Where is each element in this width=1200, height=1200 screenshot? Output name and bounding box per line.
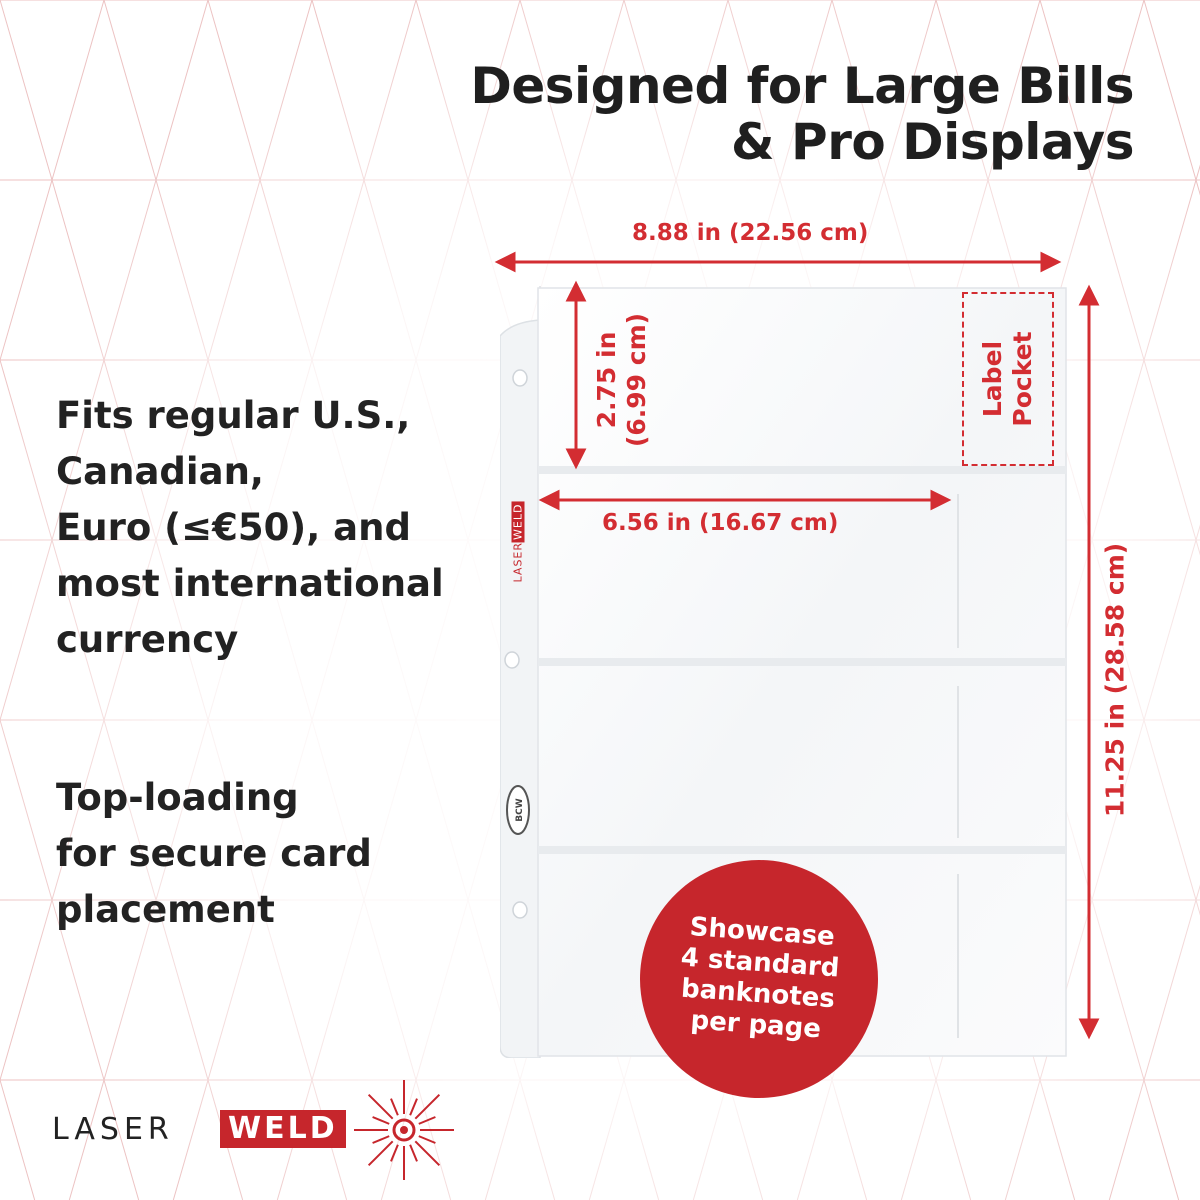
laser-burst-icon [354, 1080, 454, 1180]
pocket-width-dimension-label: 6.56 in (16.67 cm) [602, 510, 839, 536]
laserweld-logo: LASER WELD [52, 1080, 454, 1180]
fits-line: Canadian, [56, 450, 264, 493]
fits-line: Fits regular U.S., [56, 394, 411, 437]
bcw-logo-icon: BCW [506, 785, 530, 835]
pocket-seam [538, 658, 1066, 666]
binder-hole [512, 369, 528, 387]
fits-line: currency [56, 618, 239, 661]
label-pocket-line: Label [978, 340, 1007, 418]
headline-line-1: Designed for Large Bills [470, 57, 1134, 115]
loading-line: for secure card [56, 832, 372, 875]
top-loading-text: Top-loading for secure card placement [56, 770, 486, 938]
label-pocket-line: Pocket [1008, 331, 1037, 427]
pocket-height-line: (6.99 cm) [622, 312, 651, 448]
pocket-seam [538, 466, 1066, 474]
loading-line: placement [56, 888, 275, 931]
height-dimension-label: 11.25 in (28.58 cm) [1100, 542, 1130, 818]
sheet-laserweld-mark: LASERWELD [511, 501, 525, 583]
bcw-text: BCW [515, 798, 525, 821]
label-pocket-outline [962, 292, 1054, 466]
brand-laser-text: LASER [52, 1112, 174, 1147]
pocket-height-line: 2.75 in [592, 331, 621, 429]
sheet-mark-laser: LASER [511, 541, 525, 583]
fits-line: most international [56, 562, 444, 605]
headline-line-2: & Pro Displays [731, 113, 1134, 171]
pocket-seam [538, 846, 1066, 854]
sheet-mark-weld: WELD [511, 501, 525, 542]
loading-line: Top-loading [56, 776, 299, 819]
label-pocket-text: Label Pocket [978, 331, 1038, 426]
fits-line: Euro (≤€50), and [56, 506, 411, 549]
binder-hole [504, 651, 520, 669]
brand-weld-text: WELD [220, 1110, 346, 1148]
width-dimension-label: 8.88 in (22.56 cm) [632, 220, 869, 246]
binder-hole [512, 901, 528, 919]
currency-fit-text: Fits regular U.S., Canadian, Euro (≤€50)… [56, 388, 486, 668]
pocket-height-dimension-label: 2.75 in (6.99 cm) [592, 313, 652, 447]
headline: Designed for Large Bills & Pro Displays [374, 58, 1134, 170]
